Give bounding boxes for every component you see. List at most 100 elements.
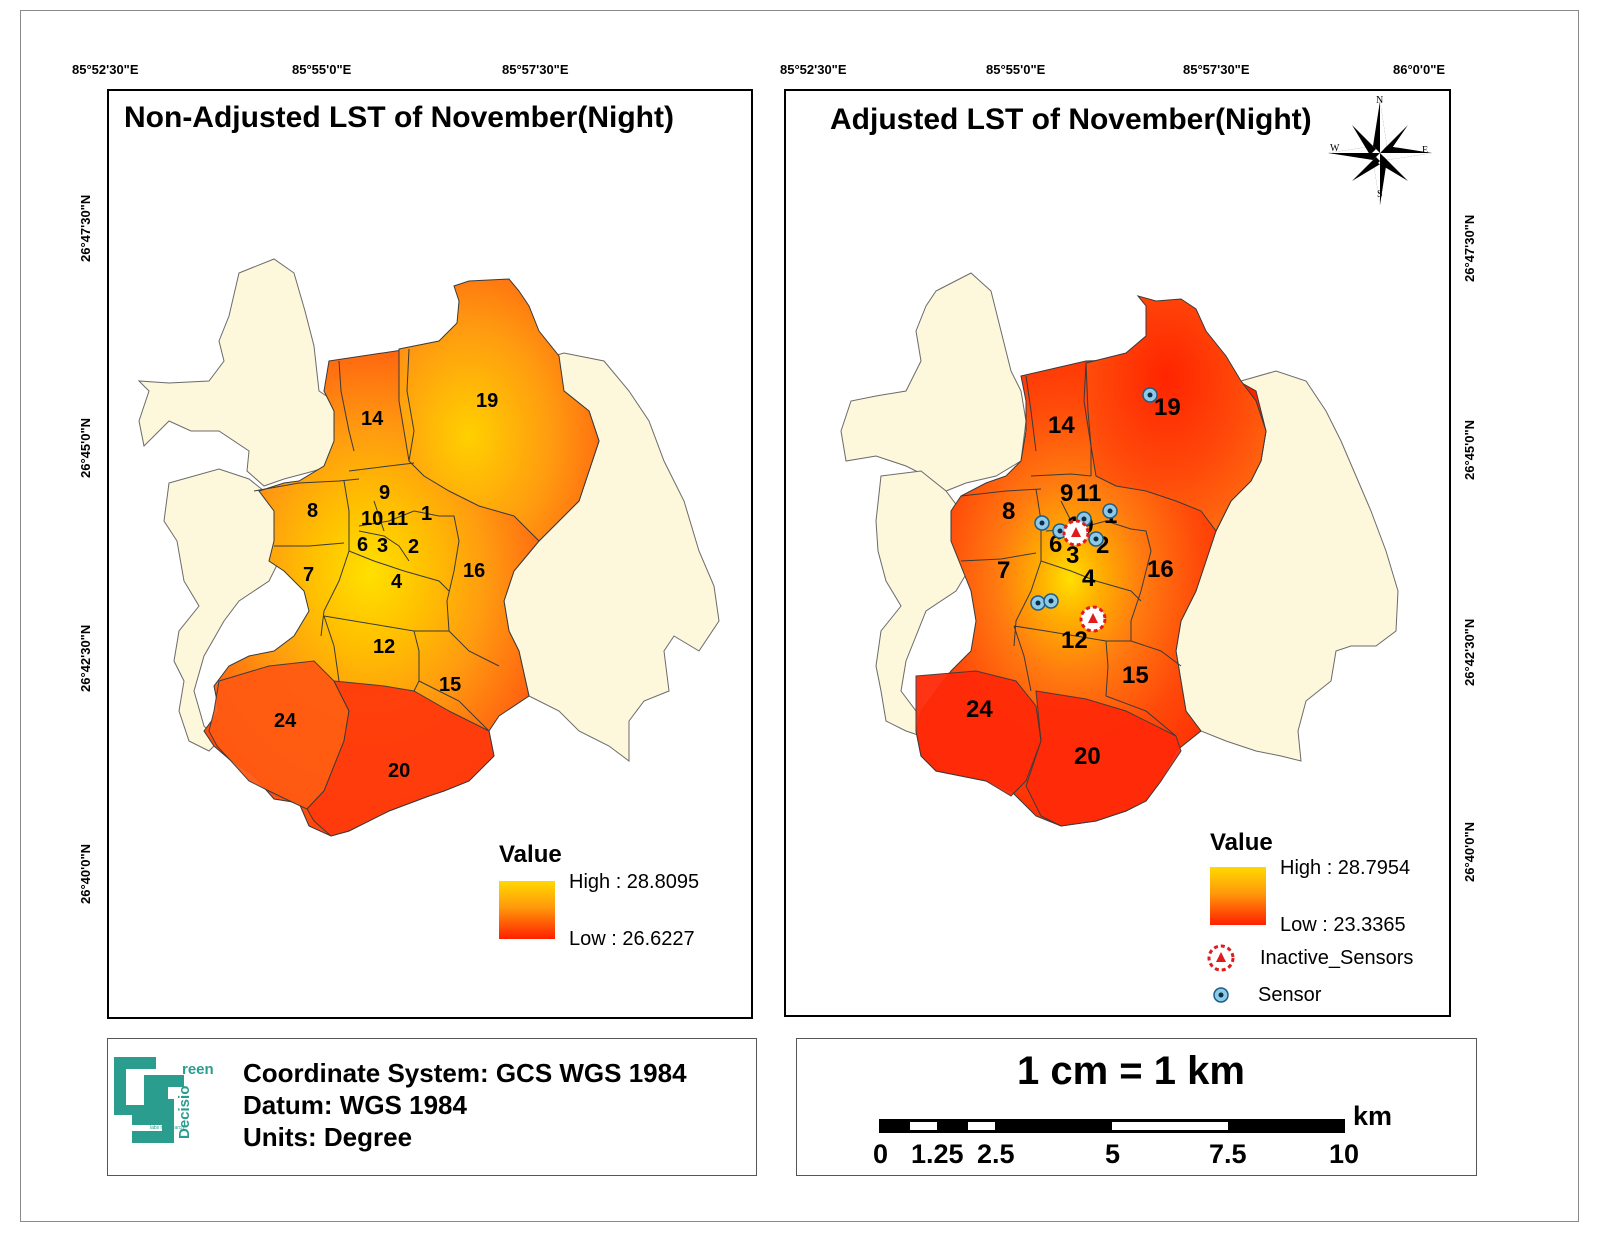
ward-label: 3 <box>1066 542 1079 569</box>
ward-label: 15 <box>1122 662 1149 689</box>
left-ward-labels: 19 14 9 8 10 11 1 6 3 2 7 4 16 12 15 24 … <box>274 390 498 782</box>
inactive-sensor-icon <box>1079 605 1107 633</box>
left-side-coord-4: 26°40'0"N <box>78 844 93 904</box>
scale-bar <box>879 1119 1345 1133</box>
ward-label: 15 <box>439 674 461 696</box>
right-top-coord-2: 85°55'0"E <box>986 62 1046 77</box>
scale-tick-1-25: 1.25 <box>911 1139 964 1169</box>
right-map-frame: 19 14 9 11 8 10 1 6 3 2 7 4 16 12 15 24 … <box>784 89 1451 1017</box>
ward-label: 16 <box>1147 556 1174 583</box>
scale-tick-0: 0 <box>873 1139 889 1169</box>
coordinate-system-text: Coordinate System: GCS WGS 1984 <box>243 1058 687 1088</box>
left-map-canvas: 19 14 9 8 10 11 1 6 3 2 7 4 16 12 15 24 … <box>137 258 720 837</box>
right-legend-gradient <box>1210 867 1266 925</box>
ward-label: 2 <box>408 536 419 558</box>
legend-inactive-sensors-label: Inactive_Sensors <box>1260 947 1414 969</box>
right-legend-high: High : 28.7954 <box>1280 857 1411 879</box>
scale-tick-7-5: 7.5 <box>1209 1139 1247 1169</box>
scale-tick-2-5: 2.5 <box>977 1139 1015 1169</box>
datum-text: Datum: WGS 1984 <box>243 1090 467 1120</box>
ward-label: 8 <box>307 500 318 522</box>
right-outer-wards <box>840 272 1399 762</box>
left-legend-gradient <box>499 881 555 939</box>
ward-label: 4 <box>391 571 403 593</box>
compass-w-label: W <box>1330 143 1340 154</box>
ward-label: 20 <box>1074 743 1101 770</box>
ward-label: 7 <box>303 564 314 586</box>
sensor-icon <box>1102 503 1118 519</box>
ward-label: 20 <box>388 760 410 782</box>
right-legend-low: Low : 23.3365 <box>1280 914 1406 936</box>
ward-label: 12 <box>373 636 395 658</box>
ward-label: 4 <box>1082 565 1096 592</box>
scale-unit: km <box>1353 1101 1393 1131</box>
green-decision-logo <box>114 1057 184 1143</box>
ward-label: 3 <box>377 535 388 557</box>
left-map-frame: 19 14 9 8 10 11 1 6 3 2 7 4 16 12 15 24 … <box>107 89 753 1019</box>
ward-label: 7 <box>997 557 1010 584</box>
ward-label: 9 <box>379 482 390 504</box>
ward-label: 16 <box>463 560 485 582</box>
left-core-wards <box>203 278 600 837</box>
left-legend-low: Low : 26.6227 <box>569 928 695 950</box>
compass-s-label: S <box>1377 189 1383 200</box>
right-top-coord-4: 86°0'0"E <box>1393 62 1446 77</box>
sensor-icon <box>1142 387 1158 403</box>
legend-inactive-sensor-icon <box>1207 944 1235 972</box>
north-arrow-icon <box>1328 101 1432 205</box>
sensor-icon <box>1030 595 1046 611</box>
sensor-icon <box>1088 531 1104 547</box>
left-top-coord-3: 85°57'30"E <box>502 62 569 77</box>
scale-ratio-text: 1 cm = 1 km <box>1017 1049 1245 1093</box>
ward-label: 8 <box>1002 498 1015 525</box>
ward-label: 24 <box>966 696 993 723</box>
right-top-coord-1: 85°52'30"E <box>780 62 847 77</box>
right-side-coord-1: 26°47'30"N <box>1462 214 1477 282</box>
ward-label: 9 <box>1060 480 1073 507</box>
map-sheet <box>20 10 1579 1222</box>
left-side-coord-1: 26°47'30"N <box>78 194 93 262</box>
inactive-sensor-icon <box>1062 519 1090 547</box>
ward-label: 11 <box>1076 480 1101 507</box>
legend-sensor-label: Sensor <box>1258 984 1322 1006</box>
ward-label: 14 <box>1048 412 1075 439</box>
compass-e-label: E <box>1422 145 1429 156</box>
legend-sensor-icon <box>1213 987 1229 1003</box>
right-map-title: Adjusted LST of November(Night) <box>830 103 1312 136</box>
compass-n-label: N <box>1376 95 1384 106</box>
logo-text-reen: reen <box>182 1061 214 1078</box>
left-top-coord-1: 85°52'30"E <box>72 62 139 77</box>
right-core-wards <box>915 295 1267 827</box>
units-text: Units: Degree <box>243 1122 413 1152</box>
ward-label: 12 <box>1061 627 1088 654</box>
right-side-coord-4: 26°40'0"N <box>1462 822 1477 882</box>
right-legend-title: Value <box>1210 829 1273 856</box>
right-side-coord-3: 26°42'30"N <box>1462 618 1477 686</box>
right-map-canvas: 19 14 9 11 8 10 1 6 3 2 7 4 16 12 15 24 … <box>840 101 1432 827</box>
sensor-markers <box>1030 387 1158 633</box>
ward-label: 14 <box>361 408 384 430</box>
ward-label: 24 <box>274 710 297 732</box>
right-top-coord-3: 85°57'30"E <box>1183 62 1250 77</box>
ward-label: 19 <box>476 390 498 412</box>
sensor-icon <box>1034 515 1050 531</box>
left-map-title: Non-Adjusted LST of November(Night) <box>124 101 674 134</box>
coordinate-info-box: reen Decisio labs n research Coordinate … <box>107 1038 757 1176</box>
ward-label: 10 <box>361 508 383 530</box>
left-legend-high: High : 28.8095 <box>569 871 700 893</box>
logo-text-small: labs n research <box>150 1125 185 1131</box>
sensor-icon <box>1043 593 1059 609</box>
left-side-coord-3: 26°42'30"N <box>78 624 93 692</box>
ward-label: 6 <box>357 534 368 556</box>
ward-label: 1 <box>421 503 432 525</box>
right-ward-labels: 19 14 9 11 8 10 1 6 3 2 7 4 16 12 15 24 … <box>966 394 1181 770</box>
ward-label: 19 <box>1154 394 1181 421</box>
left-legend-title: Value <box>499 841 562 868</box>
right-side-coord-2: 26°45'0"N <box>1462 420 1477 480</box>
left-side-coord-2: 26°45'0"N <box>78 418 93 478</box>
scale-tick-10: 10 <box>1329 1139 1360 1169</box>
left-top-coord-2: 85°55'0"E <box>292 62 352 77</box>
scale-tick-5: 5 <box>1105 1139 1121 1169</box>
ward-label: 11 <box>387 508 408 530</box>
scale-box: 1 cm = 1 km km 0 1.25 2.5 5 7.5 10 <box>796 1038 1477 1176</box>
